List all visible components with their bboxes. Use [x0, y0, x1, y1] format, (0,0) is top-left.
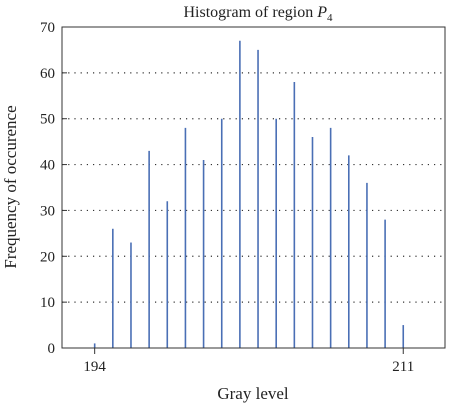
- x-tick-label: 211: [392, 359, 414, 375]
- x-axis-title: Gray level: [217, 384, 289, 403]
- chart-title-symbol: P: [316, 4, 327, 21]
- bars: [93, 40, 405, 348]
- y-tick-label: 10: [40, 295, 55, 311]
- y-tick-label: 40: [40, 158, 55, 174]
- chart-title-main: Histogram of region: [183, 4, 317, 21]
- y-tick-label: 30: [40, 203, 55, 219]
- y-tick-label: 70: [40, 20, 55, 36]
- gridlines: [62, 72, 445, 303]
- plot-frame: [61, 26, 446, 349]
- y-axis: 0 10 20 30 40 50 60 70: [40, 20, 67, 357]
- y-tick-label: 60: [40, 66, 55, 82]
- y-tick-label: 50: [40, 112, 55, 128]
- chart-title-subscript: 4: [327, 12, 333, 24]
- y-tick-label: 0: [48, 341, 56, 357]
- chart-title: Histogram of region P4: [183, 4, 333, 24]
- x-tick-label: 194: [83, 359, 106, 375]
- x-axis: 194 211: [83, 348, 414, 375]
- y-tick-label: 20: [40, 249, 55, 265]
- y-axis-title: Frequency of occurence: [1, 105, 20, 268]
